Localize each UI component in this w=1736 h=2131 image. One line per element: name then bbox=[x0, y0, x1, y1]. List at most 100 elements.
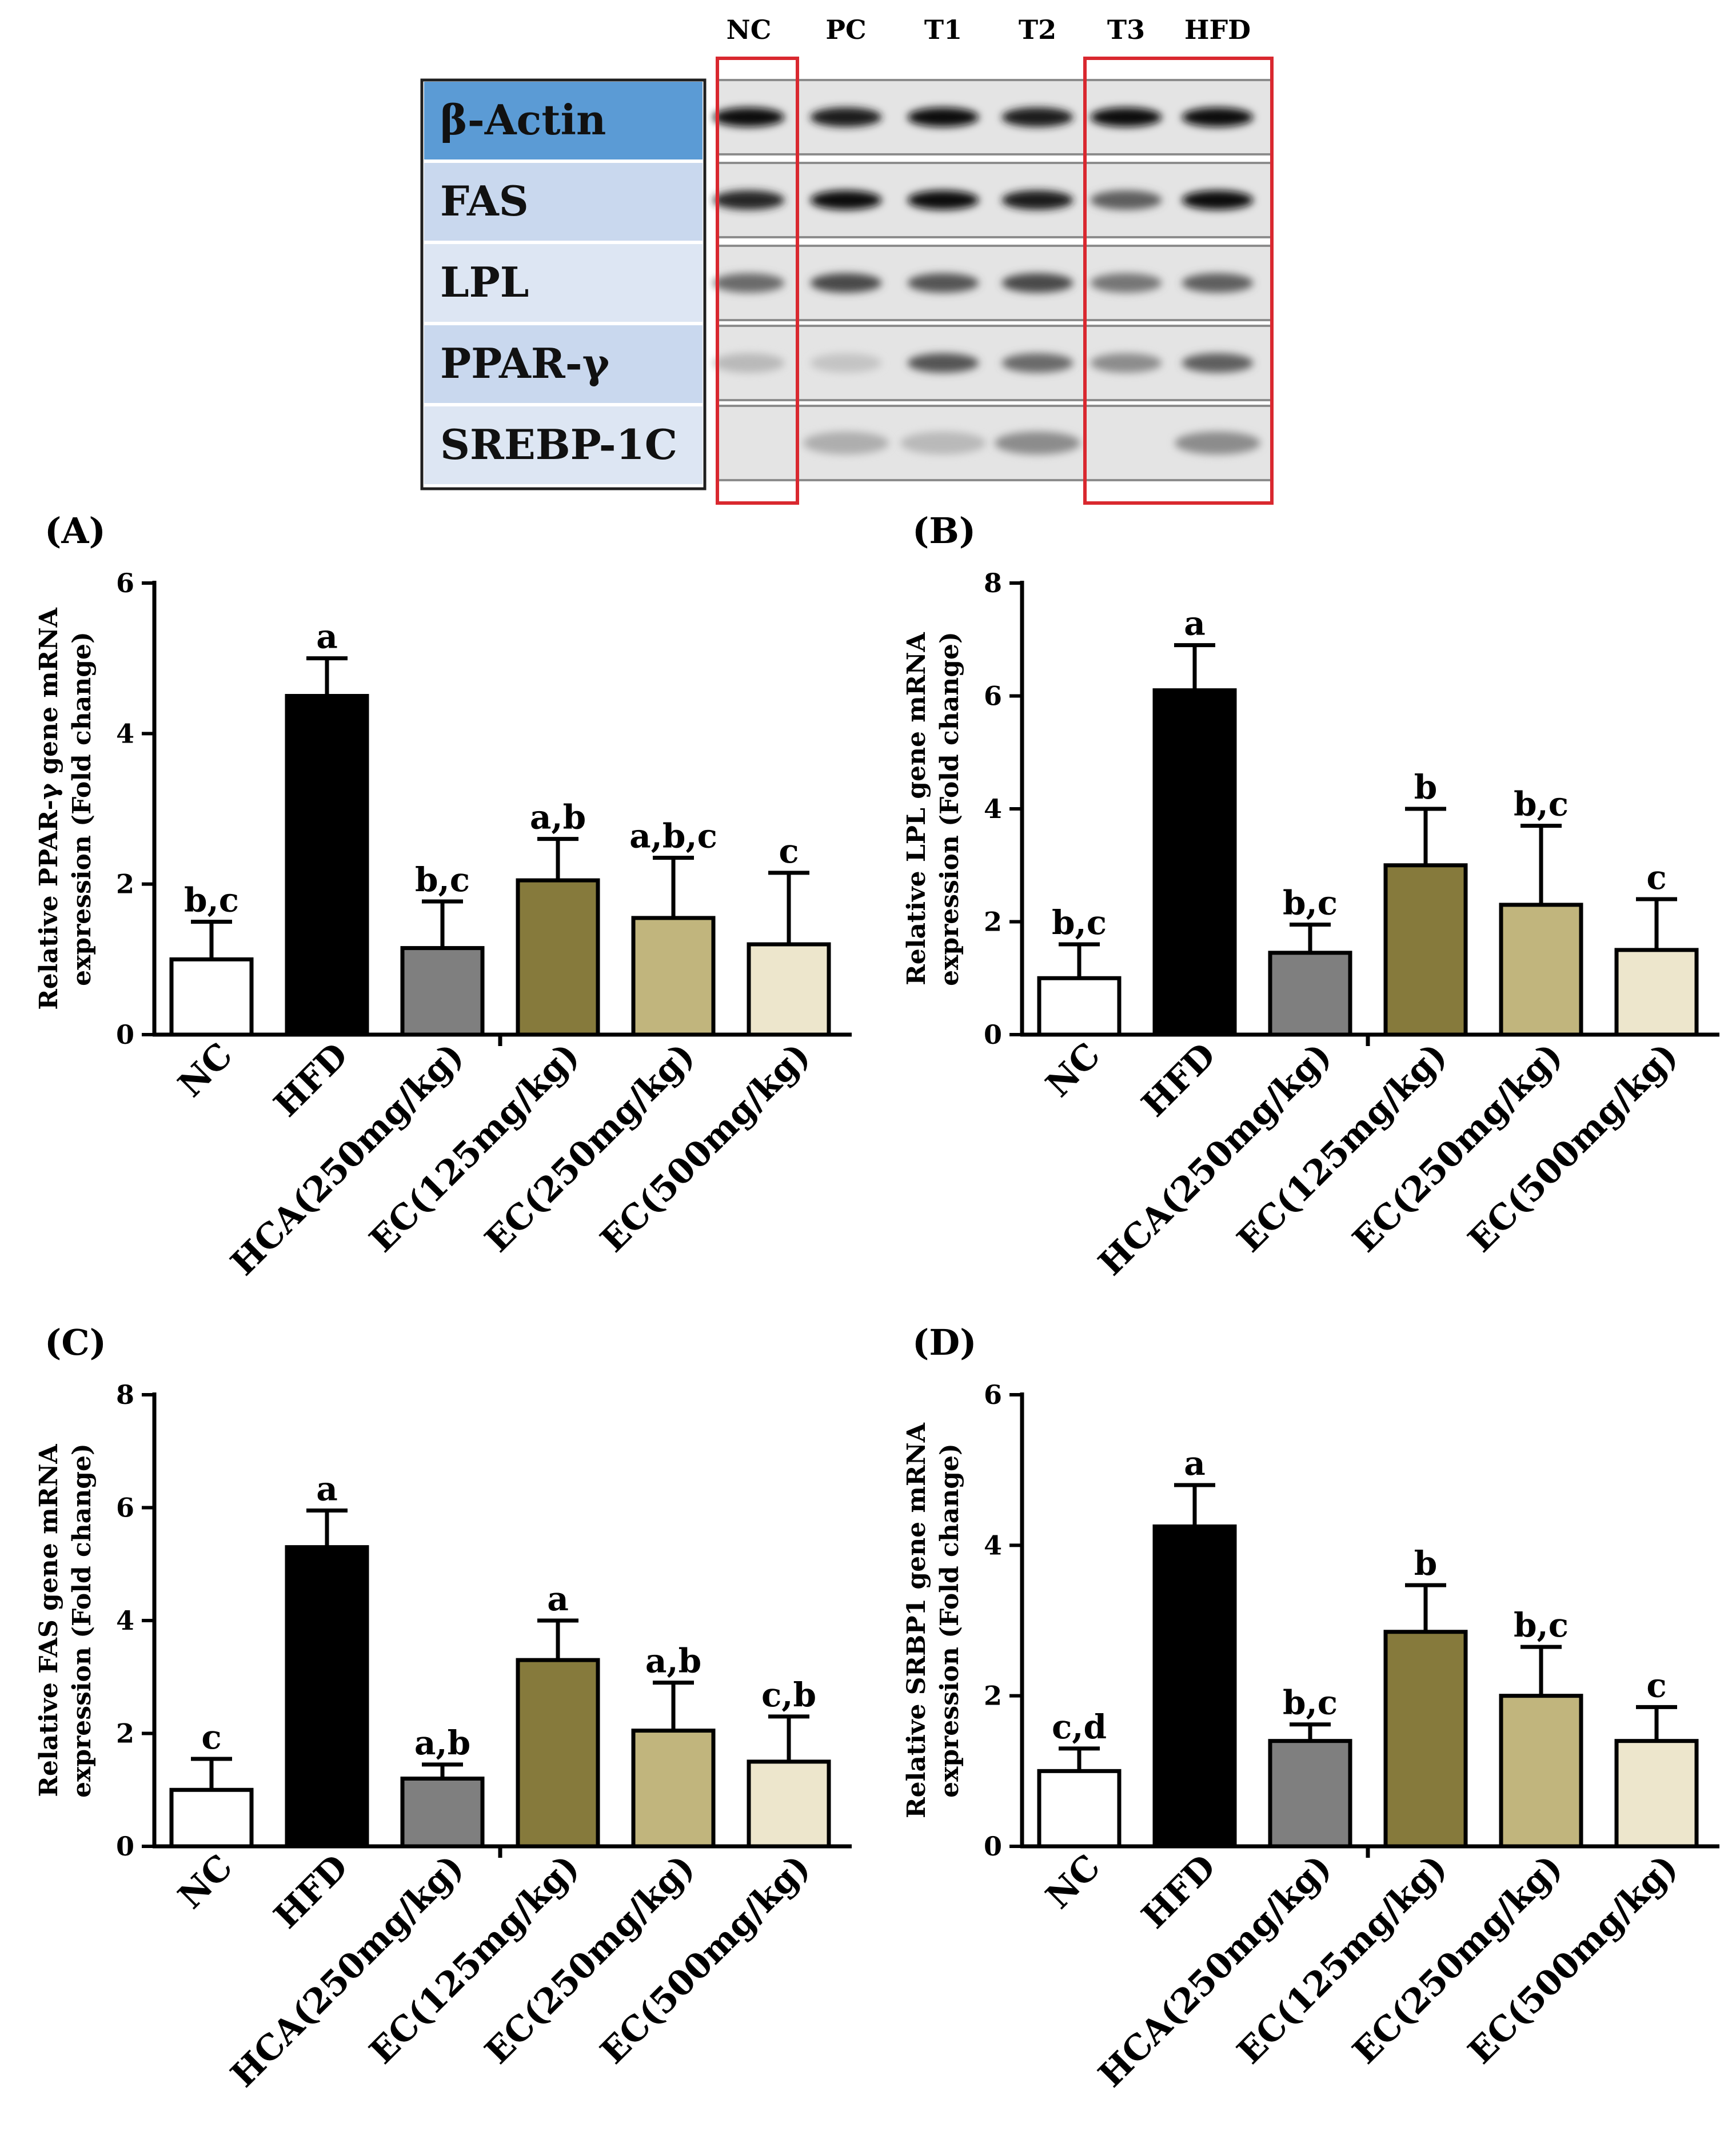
y-tick-label: 4 bbox=[116, 1605, 134, 1636]
blot-band bbox=[1001, 190, 1073, 210]
significance-letter: b,c bbox=[415, 860, 470, 899]
significance-letter: a,b bbox=[414, 1723, 470, 1762]
bar-ec-250mg-kg- bbox=[631, 916, 716, 1037]
x-tick-label: EC(500mg/kg) bbox=[1460, 1847, 1685, 2072]
bar-hca-250mg-kg- bbox=[1268, 1739, 1352, 1849]
x-tick-label: NC bbox=[171, 1035, 241, 1105]
significance-letter: b,c bbox=[184, 881, 239, 920]
y-tick-label: 0 bbox=[984, 1019, 1002, 1050]
lane-label-pc: PC bbox=[825, 14, 866, 45]
x-tick-label: EC(250mg/kg) bbox=[477, 1035, 702, 1260]
blot-row-label: SREBP-1C bbox=[440, 420, 677, 469]
x-tick-label: HFD bbox=[1134, 1847, 1224, 1937]
x-tick-label: EC(125mg/kg) bbox=[1230, 1035, 1454, 1260]
lane-label-t2: T2 bbox=[1019, 14, 1056, 45]
gel-strip bbox=[716, 162, 1273, 238]
panel-label: (D) bbox=[912, 1322, 976, 1363]
bar-ec-125mg-kg- bbox=[1383, 863, 1468, 1037]
x-tick-label: NC bbox=[1039, 1847, 1108, 1917]
bar-ec-250mg-kg- bbox=[1499, 903, 1583, 1037]
blot-band bbox=[803, 432, 889, 454]
bar-ec-125mg-kg- bbox=[1383, 1630, 1468, 1849]
bar-ec-250mg-kg- bbox=[1499, 1694, 1583, 1849]
blot-band bbox=[1001, 353, 1073, 373]
blot-band bbox=[1090, 190, 1162, 210]
panel-label: (B) bbox=[912, 510, 976, 552]
blot-band bbox=[810, 353, 882, 373]
y-tick-label: 4 bbox=[116, 718, 134, 749]
x-tick-label: EC(250mg/kg) bbox=[1345, 1035, 1570, 1260]
blot-band bbox=[1090, 273, 1162, 293]
x-tick-label: EC(125mg/kg) bbox=[362, 1035, 586, 1260]
x-tick-label: EC(500mg/kg) bbox=[593, 1035, 817, 1260]
chart-ppar-gamma: (A) Relative PPAR-γ gene mRNA expression (… bbox=[34, 510, 852, 1283]
chart-lpl: (B) Relative LPL gene mRNA expression (Fol… bbox=[902, 510, 1719, 1283]
significance-letter: c bbox=[779, 832, 799, 871]
bar-hca-250mg-kg- bbox=[400, 1777, 485, 1849]
x-tick-label: HFD bbox=[266, 1847, 356, 1937]
y-tick-label: 6 bbox=[116, 1493, 134, 1523]
bar-ec-500mg-kg- bbox=[1614, 948, 1699, 1037]
x-tick-label: HFD bbox=[1134, 1035, 1224, 1125]
significance-letter: b,c bbox=[1052, 903, 1107, 942]
y-tick-label: 2 bbox=[984, 1681, 1002, 1711]
y-tick-label: 0 bbox=[984, 1831, 1002, 1862]
blot-band bbox=[1175, 432, 1260, 454]
blot-band bbox=[900, 432, 986, 454]
bar-nc bbox=[1037, 1769, 1122, 1849]
y-tick-label: 2 bbox=[116, 1718, 134, 1749]
significance-letter: a,b bbox=[530, 798, 586, 837]
nc-highlight-box bbox=[716, 57, 799, 505]
blot-band bbox=[1090, 353, 1162, 373]
bar-hfd bbox=[1152, 688, 1237, 1037]
blot-band bbox=[907, 353, 979, 373]
western-blot-panel: NC PC T1 T2 T3 HFD β-Actin FAS LPL PPAR-γ SREBP-1C bbox=[420, 14, 1274, 505]
lane-label-hfd: HFD bbox=[1184, 14, 1251, 45]
blot-band bbox=[995, 432, 1080, 454]
significance-letter: b bbox=[1414, 1544, 1438, 1583]
blot-band bbox=[1001, 273, 1073, 293]
blot-row-cell bbox=[424, 163, 703, 241]
significance-letter: a bbox=[316, 1469, 338, 1508]
x-tick-label: NC bbox=[1039, 1035, 1108, 1105]
significance-letter: b,c bbox=[1283, 1683, 1338, 1722]
blot-band bbox=[907, 107, 979, 127]
significance-letter: c,b bbox=[761, 1675, 816, 1714]
y-tick-label: 0 bbox=[116, 1019, 134, 1050]
x-tick-label: EC(250mg/kg) bbox=[477, 1847, 702, 2072]
y-tick-label: 4 bbox=[984, 1530, 1002, 1561]
x-tick-label: EC(250mg/kg) bbox=[1345, 1847, 1570, 2072]
x-tick-label: NC bbox=[171, 1847, 241, 1917]
t3-hfd-highlight-box bbox=[1083, 57, 1274, 505]
y-tick-label: 6 bbox=[984, 681, 1002, 712]
significance-letter: b,c bbox=[1514, 1606, 1569, 1645]
lane-label-nc: NC bbox=[727, 14, 772, 45]
blot-row-cell bbox=[424, 244, 703, 322]
significance-letter: c bbox=[1646, 858, 1666, 897]
significance-letter: a,b,c bbox=[629, 817, 717, 856]
y-tick-label: 6 bbox=[984, 1379, 1002, 1410]
blot-band bbox=[713, 190, 785, 210]
significance-letter: c,d bbox=[1052, 1707, 1107, 1746]
lane-label-t1: T1 bbox=[924, 14, 962, 45]
blot-band bbox=[907, 273, 979, 293]
lane-label-t3: T3 bbox=[1107, 14, 1145, 45]
significance-letter: a bbox=[1184, 1444, 1206, 1483]
significance-letter: c bbox=[1646, 1666, 1666, 1705]
significance-letter: c bbox=[201, 1718, 221, 1757]
bar-hca-250mg-kg- bbox=[400, 946, 485, 1037]
blot-row-cell bbox=[424, 82, 703, 159]
blot-band bbox=[1182, 353, 1254, 373]
blot-band bbox=[1090, 107, 1162, 127]
y-tick-label: 0 bbox=[116, 1831, 134, 1862]
significance-letter: b,c bbox=[1283, 883, 1338, 922]
bar-nc bbox=[1037, 976, 1122, 1037]
blot-band bbox=[810, 190, 882, 210]
panel-label: (C) bbox=[45, 1322, 106, 1363]
x-tick-label: HFD bbox=[266, 1035, 356, 1125]
blot-band bbox=[810, 107, 882, 127]
bar-hfd bbox=[285, 1545, 369, 1849]
bar-ec-125mg-kg- bbox=[516, 878, 600, 1037]
y-tick-label: 2 bbox=[116, 869, 134, 900]
bar-ec-500mg-kg- bbox=[747, 942, 831, 1037]
